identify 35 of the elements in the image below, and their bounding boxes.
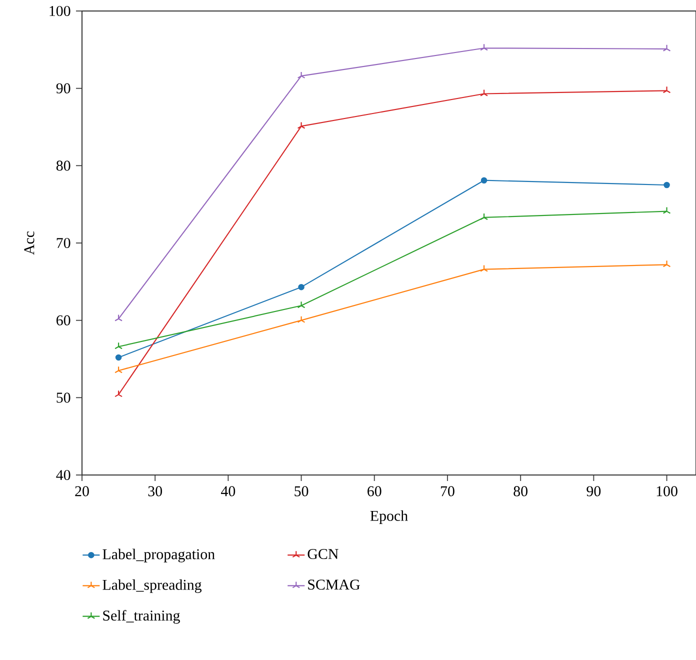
y-tick-label: 40	[56, 470, 70, 480]
legend-label: Label_propagation	[102, 548, 215, 562]
point	[664, 182, 670, 188]
x-tick-label: 20	[75, 486, 89, 496]
y-axis-title: Acc	[24, 231, 34, 255]
y-tick-label: 60	[56, 315, 70, 326]
x-axis-title: Epoch	[370, 510, 408, 524]
y-tick-label: 50	[56, 392, 70, 403]
point	[480, 212, 488, 220]
point	[480, 177, 488, 184]
y-tick-label: 100	[50, 6, 70, 16]
legend-label: SCMAG	[308, 580, 360, 590]
point	[297, 71, 306, 78]
x-tick-label: 40	[221, 486, 236, 496]
y-tick-label: 90	[56, 83, 70, 94]
point	[480, 264, 488, 272]
point	[297, 316, 306, 323]
x-tick-label: 60	[368, 486, 382, 496]
point	[115, 354, 122, 361]
x-tick-label: 90	[586, 486, 601, 496]
point	[298, 284, 304, 290]
legend-label: Self_training	[103, 610, 180, 624]
legend-label: Label_spreading	[102, 579, 202, 593]
x-tick-label: 100	[656, 486, 678, 496]
x-tick-label: 80	[514, 486, 528, 496]
point	[297, 122, 306, 129]
point	[480, 44, 488, 51]
legend-label: GCN	[308, 549, 338, 560]
x-tick-label: 50	[294, 486, 308, 496]
point	[297, 301, 306, 308]
x-tick-label: 70	[440, 486, 454, 496]
point	[480, 89, 488, 96]
x-tick-label: 30	[148, 486, 162, 496]
y-tick-label: 70	[56, 238, 70, 248]
y-tick-label: 80	[56, 160, 70, 171]
